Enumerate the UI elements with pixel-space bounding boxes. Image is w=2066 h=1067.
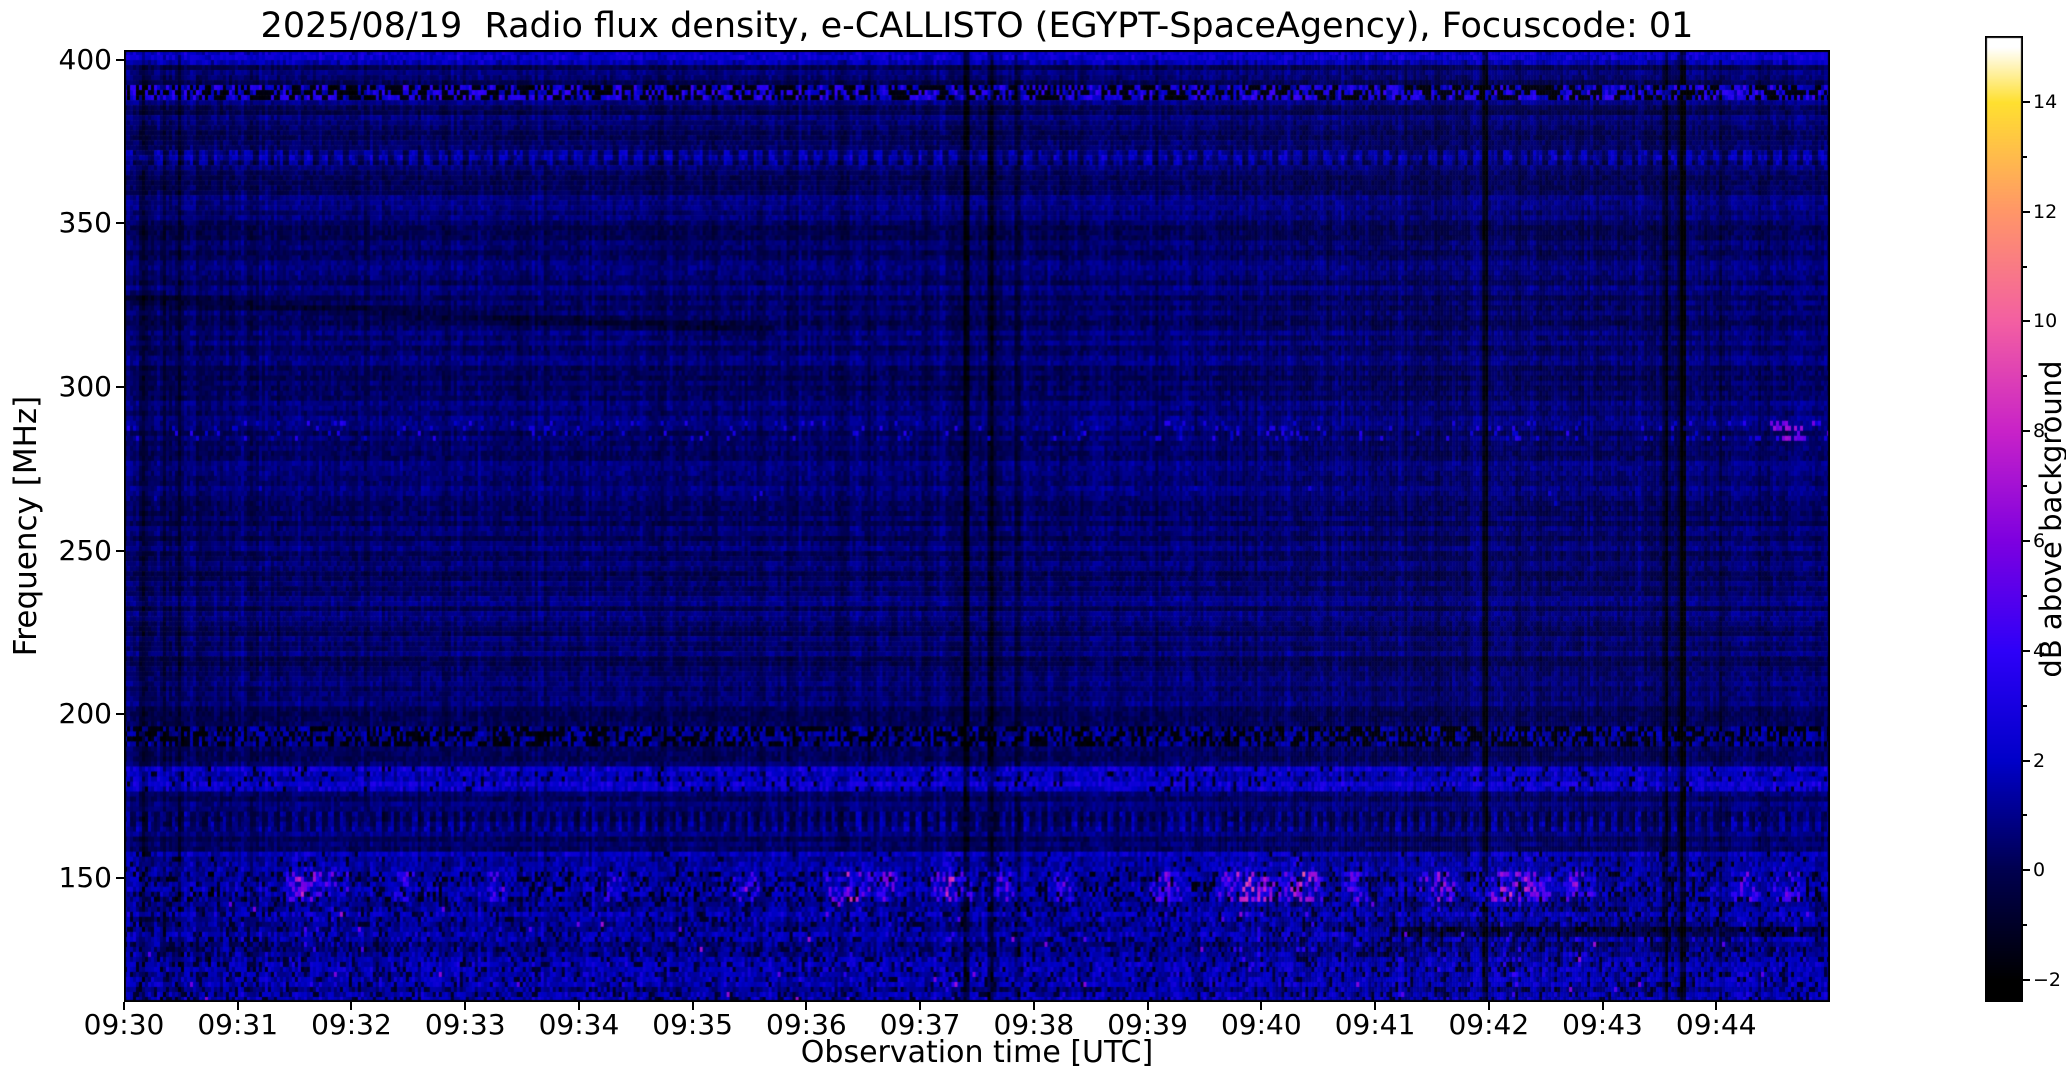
colorbar-tick-mark xyxy=(2023,430,2030,433)
colorbar-tick-mark xyxy=(2023,869,2030,872)
colorbar-tick-mark xyxy=(2023,100,2030,103)
y-tick-mark xyxy=(116,385,124,388)
x-tick-label: 09:30 xyxy=(83,1008,165,1041)
colorbar-minor-tick-mark xyxy=(2023,924,2027,927)
x-tick-label: 09:35 xyxy=(652,1008,733,1041)
x-tick-mark xyxy=(1374,1002,1377,1010)
colorbar-minor-tick-mark xyxy=(2023,485,2027,488)
colorbar-tick-label: 2 xyxy=(2033,749,2046,772)
x-tick-mark xyxy=(1715,1002,1718,1010)
y-tick-label: 400 xyxy=(58,42,112,76)
x-tick-mark xyxy=(123,1002,125,1010)
y-tick-mark xyxy=(116,549,124,552)
y-tick-mark xyxy=(116,713,124,716)
x-axis-label: Observation time [UTC] xyxy=(800,1035,1154,1067)
colorbar-tick-mark xyxy=(2023,979,2030,982)
colorbar-minor-tick-mark xyxy=(2023,704,2027,707)
colorbar-tick-mark xyxy=(2023,759,2030,762)
x-tick-label: 09:37 xyxy=(879,1008,961,1041)
x-tick-label: 09:41 xyxy=(1334,1008,1416,1041)
x-tick-mark xyxy=(1260,1002,1263,1010)
x-tick-mark xyxy=(1601,1002,1604,1010)
colorbar-minor-tick-mark xyxy=(2023,265,2027,268)
x-tick-mark xyxy=(577,1002,580,1010)
x-tick-label: 09:39 xyxy=(1107,1008,1188,1041)
colorbar-tick-label: 0 xyxy=(2033,859,2046,882)
y-axis-label: Frequency [MHz] xyxy=(8,395,44,657)
y-tick-label: 150 xyxy=(58,860,112,894)
colorbar-tick-label: 4 xyxy=(2033,639,2046,662)
x-tick-mark xyxy=(1146,1002,1149,1010)
x-tick-label: 09:34 xyxy=(538,1008,620,1041)
colorbar-tick-label: 10 xyxy=(2033,310,2058,333)
y-tick-mark xyxy=(116,58,124,61)
y-tick-mark xyxy=(116,876,124,879)
colorbar-tick-label: 6 xyxy=(2033,529,2046,552)
colorbar-tick-label: 12 xyxy=(2033,200,2058,223)
colorbar-minor-tick-mark xyxy=(2023,814,2027,817)
colorbar-minor-tick-mark xyxy=(2023,375,2027,378)
x-tick-label: 09:40 xyxy=(1220,1008,1302,1041)
chart-title: 2025/08/19 Radio flux density, e-CALLIST… xyxy=(260,6,1694,46)
x-tick-label: 09:32 xyxy=(311,1008,392,1041)
x-tick-mark xyxy=(236,1002,239,1010)
colorbar xyxy=(1985,36,2023,1002)
y-tick-label: 350 xyxy=(58,206,112,240)
x-tick-label: 09:33 xyxy=(424,1008,506,1041)
colorbar-label: dB above background xyxy=(2034,360,2066,678)
colorbar-tick-label: 8 xyxy=(2033,420,2046,443)
y-tick-label: 200 xyxy=(58,697,112,731)
colorbar-tick-mark xyxy=(2023,320,2030,323)
spectrogram-heatmap xyxy=(124,50,1830,1002)
colorbar-minor-tick-mark xyxy=(2023,594,2027,597)
x-tick-mark xyxy=(350,1002,353,1010)
x-tick-mark xyxy=(919,1002,922,1010)
colorbar-tick-mark xyxy=(2023,210,2030,213)
colorbar-tick-mark xyxy=(2023,539,2030,542)
x-tick-mark xyxy=(464,1002,467,1010)
x-tick-label: 09:44 xyxy=(1675,1008,1757,1041)
colorbar-tick-mark xyxy=(2023,649,2030,652)
colorbar-tick-label: −2 xyxy=(2033,969,2062,992)
x-tick-label: 09:36 xyxy=(766,1008,847,1041)
y-tick-mark xyxy=(116,222,124,225)
x-tick-mark xyxy=(691,1002,694,1010)
x-tick-label: 09:31 xyxy=(197,1008,279,1041)
x-tick-mark xyxy=(1032,1002,1035,1010)
x-tick-mark xyxy=(1487,1002,1490,1010)
colorbar-minor-tick-mark xyxy=(2023,155,2027,158)
y-tick-label: 250 xyxy=(58,533,112,567)
x-tick-label: 09:38 xyxy=(993,1008,1075,1041)
y-tick-label: 300 xyxy=(58,369,112,403)
x-tick-label: 09:43 xyxy=(1562,1008,1643,1041)
x-tick-label: 09:42 xyxy=(1448,1008,1530,1041)
colorbar-tick-label: 14 xyxy=(2033,90,2058,113)
x-tick-mark xyxy=(805,1002,808,1010)
